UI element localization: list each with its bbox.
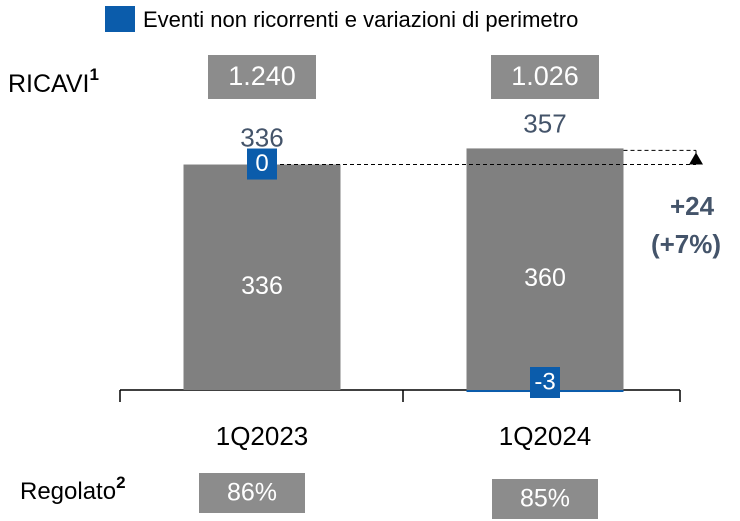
delta-value: +24 xyxy=(670,191,715,221)
regolato-value: 86% xyxy=(227,479,277,507)
ricavi-box xyxy=(491,55,599,99)
legend-swatch xyxy=(105,6,135,32)
x-tick-label: 1Q2024 xyxy=(499,421,592,451)
segment-label-box xyxy=(247,148,277,180)
x-tick-label: 1Q2023 xyxy=(216,421,309,451)
segment-label-box xyxy=(530,367,560,398)
total-label: 357 xyxy=(523,108,566,138)
regolato-box xyxy=(492,479,598,519)
ricavi-value: 1.240 xyxy=(228,61,296,91)
ricavi-box xyxy=(208,55,316,99)
delta-arrow xyxy=(689,152,703,165)
legend-label: Eventi non ricorrenti e variazioni di pe… xyxy=(143,7,578,32)
delta-pct: (+7%) xyxy=(651,229,721,259)
regolato-box xyxy=(199,473,305,513)
total-label: 336 xyxy=(240,122,283,152)
regolato-value: 85% xyxy=(520,485,570,513)
ricavi-label: RICAVI1 xyxy=(8,65,99,97)
regolato-label: Regolato2 xyxy=(20,473,126,505)
segment-label: 0 xyxy=(255,150,268,177)
segment-label: 336 xyxy=(241,272,283,300)
segment-label: 360 xyxy=(524,264,566,292)
ricavi-value: 1.026 xyxy=(511,61,579,91)
segment-label: -3 xyxy=(534,368,555,395)
bar-segment xyxy=(466,148,624,390)
bar-segment xyxy=(183,164,341,390)
